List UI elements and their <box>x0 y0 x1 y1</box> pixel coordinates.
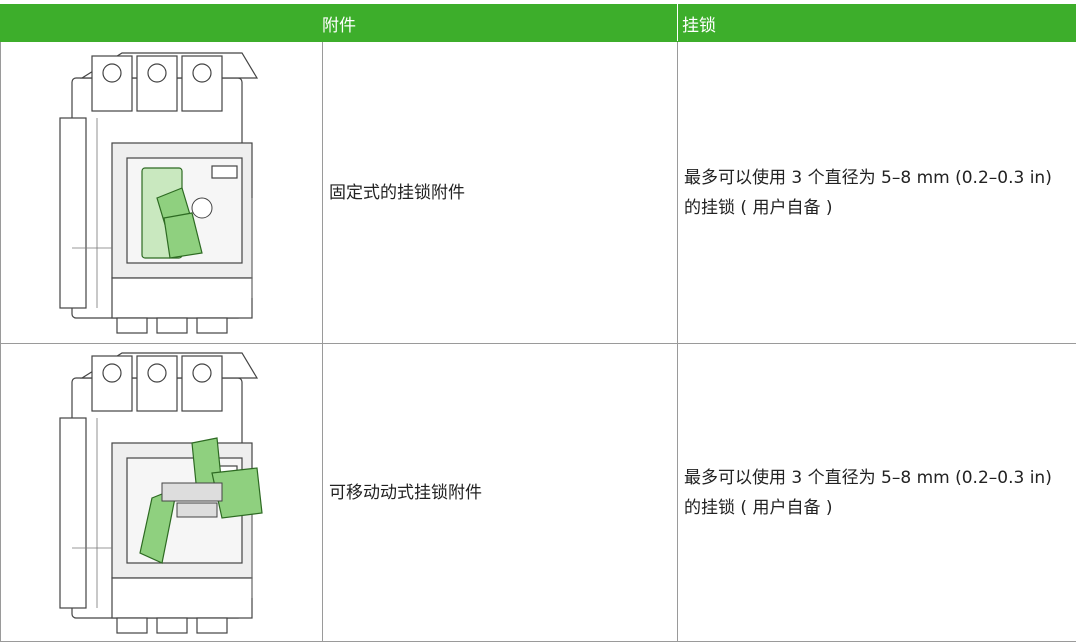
padlock-cell: 最多可以使用 3 个直径为 5–8 mm (0.2–0.3 in) 的挂锁 ( … <box>677 343 1076 642</box>
table-row: 可移动动式挂锁附件 最多可以使用 3 个直径为 5–8 mm (0.2–0.3 … <box>0 343 1076 642</box>
description-cell: 可移动动式挂锁附件 <box>322 343 678 642</box>
fixed-lock-illustration <box>52 48 272 338</box>
table-row: 固定式的挂锁附件 最多可以使用 3 个直径为 5–8 mm (0.2–0.3 i… <box>0 41 1076 344</box>
image-cell <box>0 343 323 642</box>
padlock-cell: 最多可以使用 3 个直径为 5–8 mm (0.2–0.3 in) 的挂锁 ( … <box>677 41 1076 344</box>
removable-lock-illustration <box>52 348 263 638</box>
accessory-table: 附件 挂锁 固定式的挂锁附件 最多可以使用 3 个直径为 5–8 mm (0.2… <box>0 4 1076 642</box>
image-cell <box>0 41 323 344</box>
header-cell: 挂锁 <box>677 4 1076 42</box>
description-cell: 固定式的挂锁附件 <box>322 41 678 344</box>
header-row: 附件 挂锁 <box>0 4 1076 42</box>
header-cell: 附件 <box>0 4 678 42</box>
